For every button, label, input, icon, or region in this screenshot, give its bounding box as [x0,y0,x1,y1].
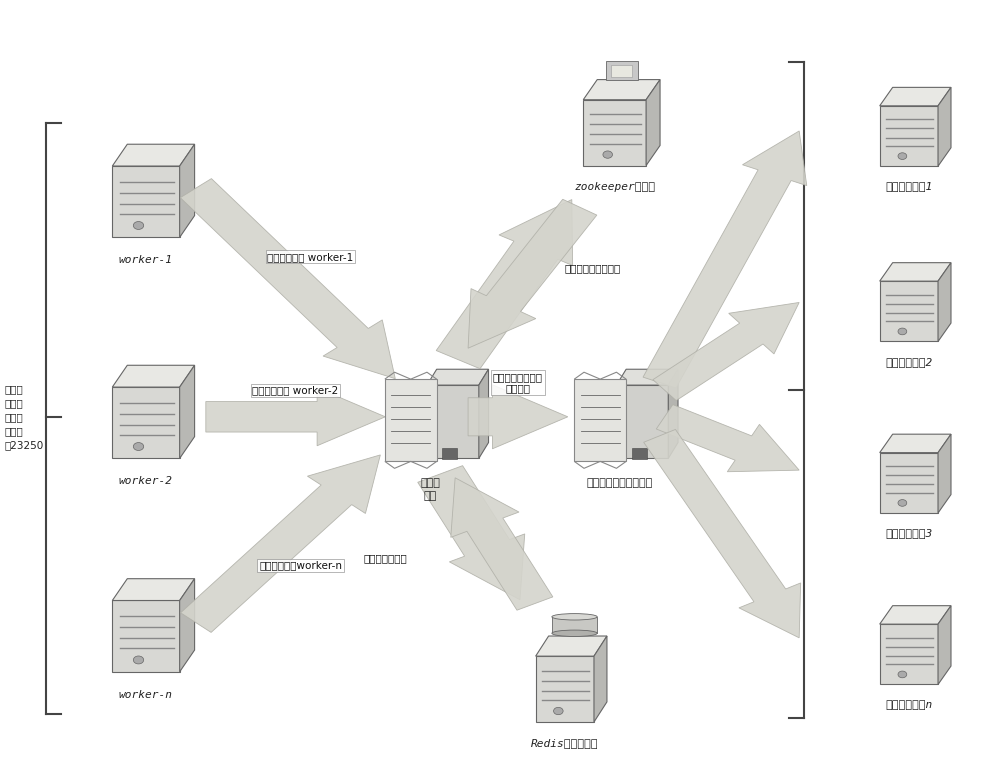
Polygon shape [880,624,938,685]
Polygon shape [643,131,807,388]
Polygon shape [880,281,938,341]
Polygon shape [180,145,195,237]
Polygon shape [112,578,195,601]
Circle shape [133,443,144,451]
Polygon shape [938,87,951,166]
Polygon shape [112,145,195,166]
Circle shape [898,671,907,678]
Text: 提交需要拆分执行
的主任务: 提交需要拆分执行 的主任务 [493,372,543,393]
Circle shape [133,222,144,230]
Polygon shape [880,87,951,106]
Polygon shape [583,80,660,99]
Polygon shape [938,435,951,513]
Text: 启动消
息侵听
端口：
默认端
口23250: 启动消 息侵听 端口： 默认端 口23250 [4,384,44,450]
Text: 子任务服务器3: 子任务服务器3 [885,528,932,538]
Text: 子任务拆分、分配策略: 子任务拆分、分配策略 [587,478,653,488]
Text: worker-n: worker-n [119,690,173,700]
Circle shape [898,328,907,335]
Polygon shape [646,80,660,165]
Text: zookeeper服务器: zookeeper服务器 [574,182,655,192]
Polygon shape [112,387,180,458]
Polygon shape [668,369,678,458]
Text: 子任务服务器2: 子任务服务器2 [885,356,932,366]
Polygon shape [606,61,638,80]
Text: 更新、读取缓存: 更新、读取缓存 [363,553,407,563]
Polygon shape [427,385,479,458]
Polygon shape [112,365,195,387]
Polygon shape [180,365,195,458]
Ellipse shape [552,614,597,620]
Polygon shape [536,656,594,722]
Polygon shape [880,106,938,166]
Polygon shape [206,388,385,446]
Text: 请求拆分执行 worker-1: 请求拆分执行 worker-1 [267,252,354,262]
Polygon shape [938,606,951,685]
Text: 请求拆分执行worker-n: 请求拆分执行worker-n [259,561,342,571]
Polygon shape [583,99,646,165]
Polygon shape [611,65,632,76]
Polygon shape [436,200,573,369]
Text: 子任务服务器n: 子任务服务器n [885,699,932,710]
Polygon shape [880,435,951,453]
FancyBboxPatch shape [442,448,457,459]
Ellipse shape [552,630,597,636]
Polygon shape [479,369,489,458]
Polygon shape [112,601,180,672]
Polygon shape [880,606,951,624]
Circle shape [554,708,563,715]
Polygon shape [451,478,553,610]
Text: worker-1: worker-1 [119,256,173,265]
Polygon shape [180,578,195,672]
Circle shape [603,151,612,158]
Polygon shape [656,405,799,472]
Text: 子任务服务器1: 子任务服务器1 [885,181,932,191]
Polygon shape [616,369,678,385]
Text: 中间件
入口: 中间件 入口 [420,478,440,500]
Polygon shape [880,453,938,513]
Polygon shape [938,262,951,341]
Polygon shape [468,385,568,449]
Circle shape [898,500,907,506]
Polygon shape [594,636,607,722]
Polygon shape [181,455,380,633]
Polygon shape [112,166,180,237]
Text: worker-2: worker-2 [119,477,173,487]
Text: 请求拆分执行 worker-2: 请求拆分执行 worker-2 [252,385,339,395]
Polygon shape [385,379,437,461]
Polygon shape [468,200,597,348]
Polygon shape [552,617,597,633]
Polygon shape [180,178,395,379]
Polygon shape [536,636,607,656]
Polygon shape [418,466,525,600]
Polygon shape [653,302,799,401]
Polygon shape [616,385,668,458]
Text: 同步、读取远程配置: 同步、读取远程配置 [565,263,621,273]
Polygon shape [644,429,801,638]
Circle shape [898,153,907,159]
Polygon shape [574,379,626,461]
Circle shape [133,656,144,664]
FancyBboxPatch shape [632,448,647,459]
Text: Redis缓存服务器: Redis缓存服务器 [531,738,599,748]
Polygon shape [880,262,951,281]
Polygon shape [427,369,489,385]
